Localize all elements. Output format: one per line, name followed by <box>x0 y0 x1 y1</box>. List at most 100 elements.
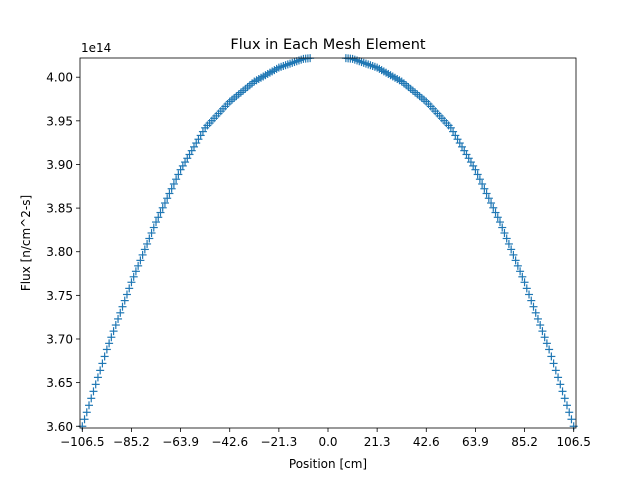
data-point <box>518 272 527 281</box>
data-point <box>484 194 493 203</box>
data-point <box>509 250 518 259</box>
data-point <box>147 229 156 238</box>
data-point <box>122 290 131 299</box>
x-tick-label: 42.6 <box>413 435 440 449</box>
data-point <box>475 175 484 184</box>
data-point <box>478 179 487 188</box>
data-point <box>540 333 549 342</box>
data-point <box>156 208 165 217</box>
data-point <box>89 387 98 396</box>
data-point <box>489 203 498 212</box>
data-point <box>542 339 551 348</box>
data-point <box>502 234 511 243</box>
x-tick-label: 106.5 <box>557 435 591 449</box>
data-point <box>80 415 89 424</box>
x-tick-label: 21.3 <box>364 435 391 449</box>
data-point <box>482 189 491 198</box>
data-point <box>556 380 565 389</box>
data-point <box>100 352 109 361</box>
data-point <box>114 314 123 323</box>
data-point <box>473 170 482 179</box>
x-tick-label: 0.0 <box>318 435 337 449</box>
y-tick-label: 3.90 <box>46 158 73 172</box>
data-point <box>531 308 540 317</box>
y-tick-label: 3.95 <box>46 114 73 128</box>
data-point <box>491 208 500 217</box>
data-point <box>98 359 107 368</box>
x-tick-label: 63.9 <box>462 435 489 449</box>
data-point <box>105 339 114 348</box>
y-tick-label: 3.65 <box>46 376 73 390</box>
x-tick-label: −21.3 <box>260 435 297 449</box>
data-point <box>174 170 183 179</box>
data-point <box>149 223 158 232</box>
data-point <box>565 408 574 417</box>
data-point <box>513 261 522 270</box>
y-axis-label: Flux [n/cm^2-s] <box>19 195 33 291</box>
data-point <box>562 401 571 410</box>
data-point <box>136 256 145 265</box>
data-point <box>480 184 489 193</box>
data-point <box>554 373 563 382</box>
data-point <box>145 234 154 243</box>
y-tick-label: 3.75 <box>46 289 73 303</box>
x-tick-label: −42.6 <box>211 435 248 449</box>
data-point <box>85 401 94 410</box>
data-point <box>547 352 556 361</box>
data-point <box>558 387 567 396</box>
data-point <box>125 284 134 293</box>
data-point <box>167 184 176 193</box>
data-point <box>538 327 547 336</box>
data-point <box>507 245 516 254</box>
data-point <box>134 261 143 270</box>
data-point <box>87 394 96 403</box>
data-point <box>91 380 100 389</box>
data-point <box>116 308 125 317</box>
data-point <box>172 175 181 184</box>
data-point <box>471 165 480 174</box>
data-point <box>495 218 504 227</box>
data-point <box>493 213 502 222</box>
y-axis: 3.60 3.65 3.70 3.75 3.80 3.85 3.90 3.95 4.00 <box>46 71 80 434</box>
data-point <box>487 199 496 208</box>
y-tick-label: 3.80 <box>46 245 73 259</box>
data-point <box>158 203 167 212</box>
data-point <box>504 239 513 248</box>
data-point <box>163 194 172 203</box>
data-point <box>545 345 554 354</box>
data-markers <box>78 54 578 431</box>
data-point <box>127 278 136 287</box>
x-tick-label: −85.2 <box>113 435 150 449</box>
y-tick-label: 3.85 <box>46 202 73 216</box>
data-point <box>82 408 91 417</box>
data-point <box>138 250 147 259</box>
data-point <box>567 415 576 424</box>
data-point <box>516 267 525 276</box>
x-axis: −106.5 −85.2 −63.9 −42.6 −21.3 0.0 21.3 42.6 63.… <box>60 428 591 449</box>
data-point <box>533 314 542 323</box>
data-point <box>169 179 178 188</box>
data-point <box>129 272 138 281</box>
data-point <box>551 366 560 375</box>
data-point <box>143 239 152 248</box>
data-point <box>152 218 161 227</box>
data-point <box>107 333 116 342</box>
data-point <box>160 199 169 208</box>
x-tick-label: −106.5 <box>60 435 104 449</box>
x-tick-label: −63.9 <box>162 435 199 449</box>
data-point <box>154 213 163 222</box>
data-point <box>96 366 105 375</box>
data-point <box>527 296 536 305</box>
data-point <box>511 256 520 265</box>
data-point <box>498 223 507 232</box>
data-point <box>140 245 149 254</box>
data-point <box>560 394 569 403</box>
data-point <box>500 229 509 238</box>
chart-title: Flux in Each Mesh Element <box>230 37 426 53</box>
data-point <box>529 302 538 311</box>
data-point <box>165 189 174 198</box>
data-point <box>109 327 118 336</box>
plot-frame <box>79 57 577 429</box>
